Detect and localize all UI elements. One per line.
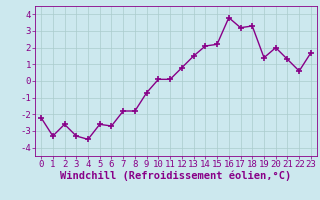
X-axis label: Windchill (Refroidissement éolien,°C): Windchill (Refroidissement éolien,°C) — [60, 171, 292, 181]
